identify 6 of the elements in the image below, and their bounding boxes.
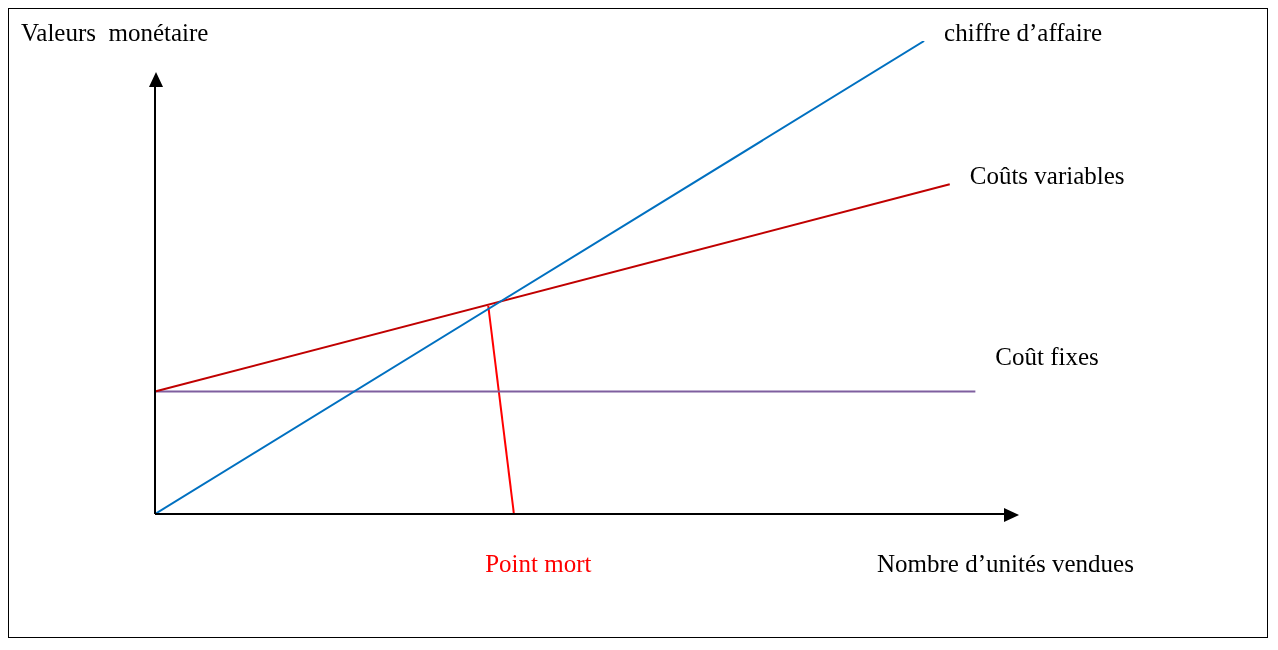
x-axis-title: Nombre d’unités vendues xyxy=(877,550,1134,577)
series-label: chiffre d’affaire xyxy=(944,19,1103,46)
series-label: Coûts variables xyxy=(969,162,1125,190)
series-label: Point mort xyxy=(485,550,592,577)
y-axis-title: Valeurs monétaire xyxy=(21,19,209,46)
series-label: Coût fixes xyxy=(995,343,1099,371)
